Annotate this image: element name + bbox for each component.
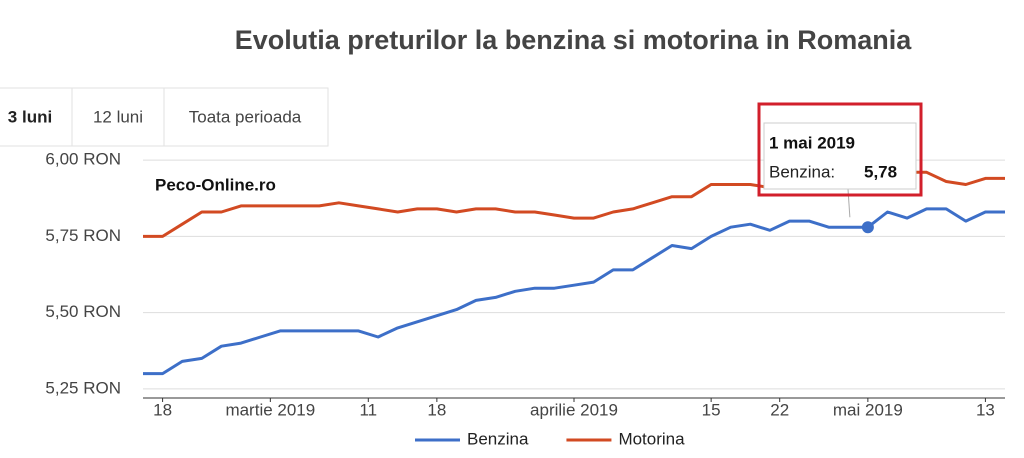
x-tick-label: martie 2019 (225, 400, 315, 419)
tooltip-pointer (847, 188, 851, 218)
y-tick-label: 5,25 RON (45, 378, 121, 397)
hover-point (861, 221, 874, 234)
y-tick-label: 5,75 RON (45, 226, 121, 245)
x-tick-label: 18 (427, 400, 446, 419)
range-button[interactable]: 12 luni (93, 107, 143, 126)
range-button[interactable]: 3 luni (8, 107, 52, 126)
x-tick-label: mai 2019 (833, 400, 903, 419)
tooltip-title: 1 mai 2019 (769, 133, 855, 152)
legend-label: Benzina (467, 429, 529, 448)
x-tick-label: 13 (976, 400, 995, 419)
x-tick-label: 22 (770, 400, 789, 419)
x-tick-label: 15 (702, 400, 721, 419)
range-selector: 3 luni 12 luni Toata perioada (0, 87, 329, 147)
tooltip: 1 mai 2019 Benzina: 5,78 (757, 102, 923, 197)
x-tick-label: aprilie 2019 (530, 400, 618, 419)
tooltip-box (763, 122, 917, 190)
range-button-box[interactable] (71, 87, 165, 147)
series-line (143, 207, 1005, 376)
tooltip-value: 5,78 (864, 162, 897, 181)
range-button-box[interactable] (0, 87, 73, 147)
legend-label: Motorina (618, 429, 685, 448)
chart-title: Evolutia preturilor la benzina si motori… (235, 25, 913, 55)
y-tick-label: 5,50 RON (45, 302, 121, 321)
x-tick-label: 18 (153, 400, 172, 419)
tooltip-highlight (757, 102, 923, 197)
y-tick-label: 6,00 RON (45, 150, 121, 169)
tooltip-label: Benzina: (769, 162, 835, 181)
x-tick-label: 11 (359, 400, 377, 419)
range-button[interactable]: Toata perioada (189, 107, 302, 126)
watermark: Peco-Online.ro (155, 175, 276, 194)
